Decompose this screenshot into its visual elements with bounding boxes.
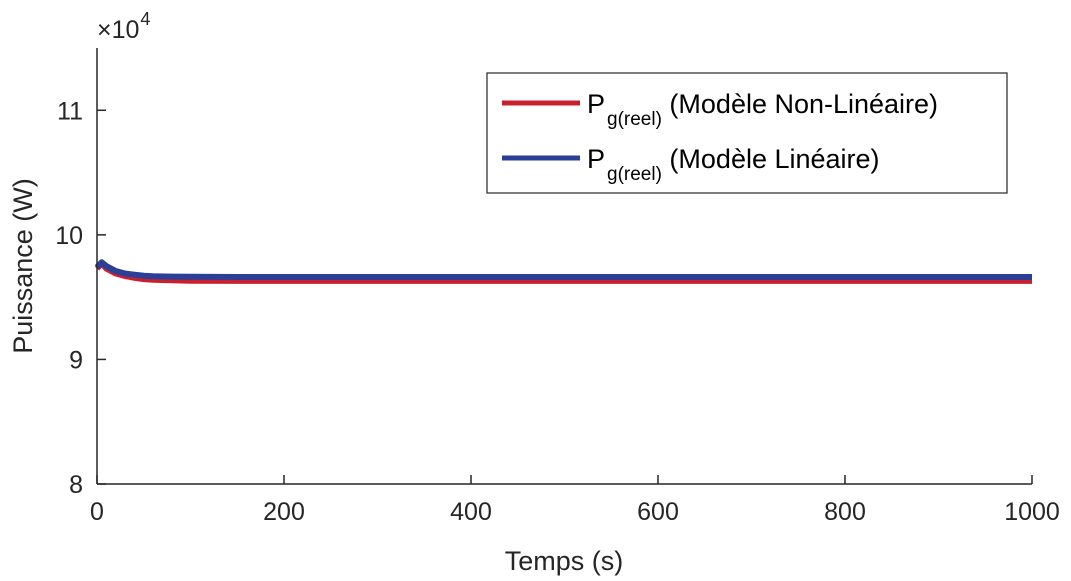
legend-entry-nonlinear-name: P — [587, 89, 605, 119]
legend-entry-linear: Pg(reel) (Modèle Linéaire) — [587, 144, 880, 185]
x-tick-label: 1000 — [1004, 498, 1060, 526]
y-axis-label: Puissance (W) — [8, 178, 38, 354]
legend: Pg(reel) (Modèle Non-Linéaire) Pg(reel) … — [486, 72, 1008, 194]
ticks: 0 200 400 600 800 1000 8 9 10 11 — [55, 97, 1060, 526]
x-tick-label: 0 — [90, 498, 104, 526]
axes — [96, 48, 1032, 485]
x-axis-label: Temps (s) — [505, 546, 624, 576]
x-tick-label: 200 — [263, 498, 305, 526]
y-exponent-power: 4 — [140, 9, 150, 29]
y-exponent-base: ×10 — [97, 16, 139, 44]
series-layer — [94, 259, 1032, 284]
y-tick-label: 8 — [69, 471, 83, 499]
legend-entry-linear-name: P — [587, 144, 605, 174]
series-line-linear — [94, 259, 1032, 280]
legend-entry-linear-subscript: g(reel) — [607, 164, 662, 185]
x-tick-label: 600 — [637, 498, 679, 526]
legend-entry-nonlinear-subscript: g(reel) — [607, 109, 662, 130]
legend-entry-linear-suffix: (Modèle Linéaire) — [662, 144, 880, 174]
y-tick-label: 11 — [57, 97, 83, 125]
y-tick-label: 9 — [69, 346, 83, 374]
legend-entry-nonlinear-suffix: (Modèle Non-Linéaire) — [662, 89, 938, 119]
x-tick-label: 800 — [824, 498, 866, 526]
y-tick-label: 10 — [55, 222, 83, 250]
legend-box — [486, 72, 1008, 194]
y-axis-exponent: ×10 4 — [97, 9, 150, 44]
x-tick-label: 400 — [450, 498, 492, 526]
legend-entry-nonlinear: Pg(reel) (Modèle Non-Linéaire) — [587, 89, 938, 130]
